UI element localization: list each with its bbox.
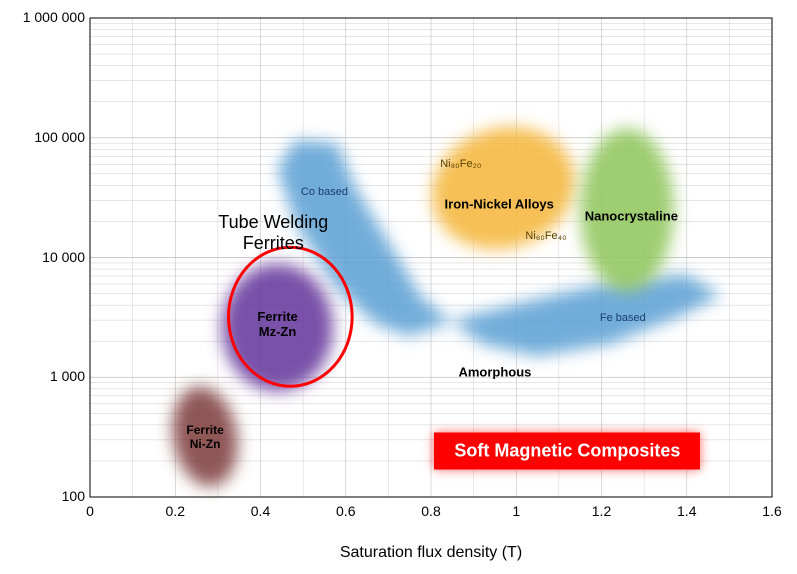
xtick-1.4: 1.4 [667,503,707,519]
ytick-10000: 10 000 [5,249,85,265]
xtick-0.6: 0.6 [326,503,366,519]
xtick-0.8: 0.8 [411,503,451,519]
xtick-1.6: 1.6 [752,503,792,519]
banner-soft-magnetic-composites: Soft Magnetic Composites [434,433,700,470]
xtick-0.2: 0.2 [155,503,195,519]
xtick-0.4: 0.4 [241,503,281,519]
ytick-100000: 100 000 [5,129,85,145]
ytick-1000: 1 000 [5,368,85,384]
ytick-100: 100 [5,488,85,504]
chart-container: Relative permeability µᵣ Saturation flux… [0,0,797,574]
region-nanocrystalline [580,128,674,291]
ytick-1000000: 1 000 000 [5,9,85,25]
region-ferrite-mz-zn [222,264,333,391]
xtick-1: 1 [496,503,536,519]
xtick-1.2: 1.2 [582,503,622,519]
chart-svg [0,0,797,574]
x-axis-title: Saturation flux density (T) [340,544,522,562]
xtick-0: 0 [70,503,110,519]
